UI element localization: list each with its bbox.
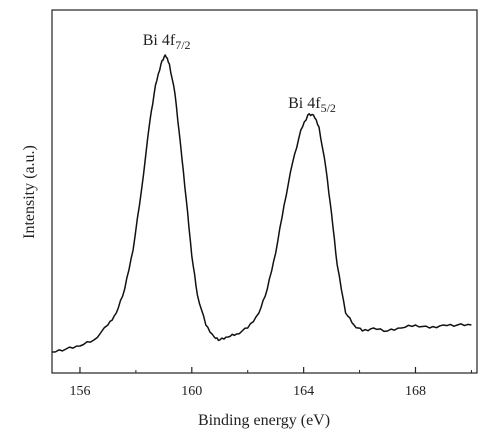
x-axis-tick-labels: 156 160 164 168: [69, 384, 426, 399]
y-axis-label: Intensity (a.u.): [21, 145, 38, 239]
x-tick-label-168: 168: [405, 384, 426, 399]
x-axis-label: Binding energy (eV): [198, 412, 330, 429]
spectrum-series-line: [51, 54, 472, 353]
x-tick-label-156: 156: [69, 384, 90, 399]
x-tick-label-160: 160: [181, 384, 202, 399]
peak-label-subscript: 5/2: [321, 101, 336, 115]
peak-label-main: Bi 4f: [143, 32, 176, 49]
peak-label-1: Bi 4f7/2: [143, 32, 191, 52]
peak-label-main: Bi 4f: [288, 95, 321, 112]
x-tick-label-164: 164: [293, 384, 314, 399]
plot-frame: [51, 9, 478, 374]
peak-annotations: Bi 4f7/2Bi 4f5/2: [143, 32, 336, 115]
peak-label-2: Bi 4f5/2: [288, 95, 336, 115]
peak-label-subscript: 7/2: [175, 38, 190, 52]
x-axis-ticks: [79, 367, 472, 373]
